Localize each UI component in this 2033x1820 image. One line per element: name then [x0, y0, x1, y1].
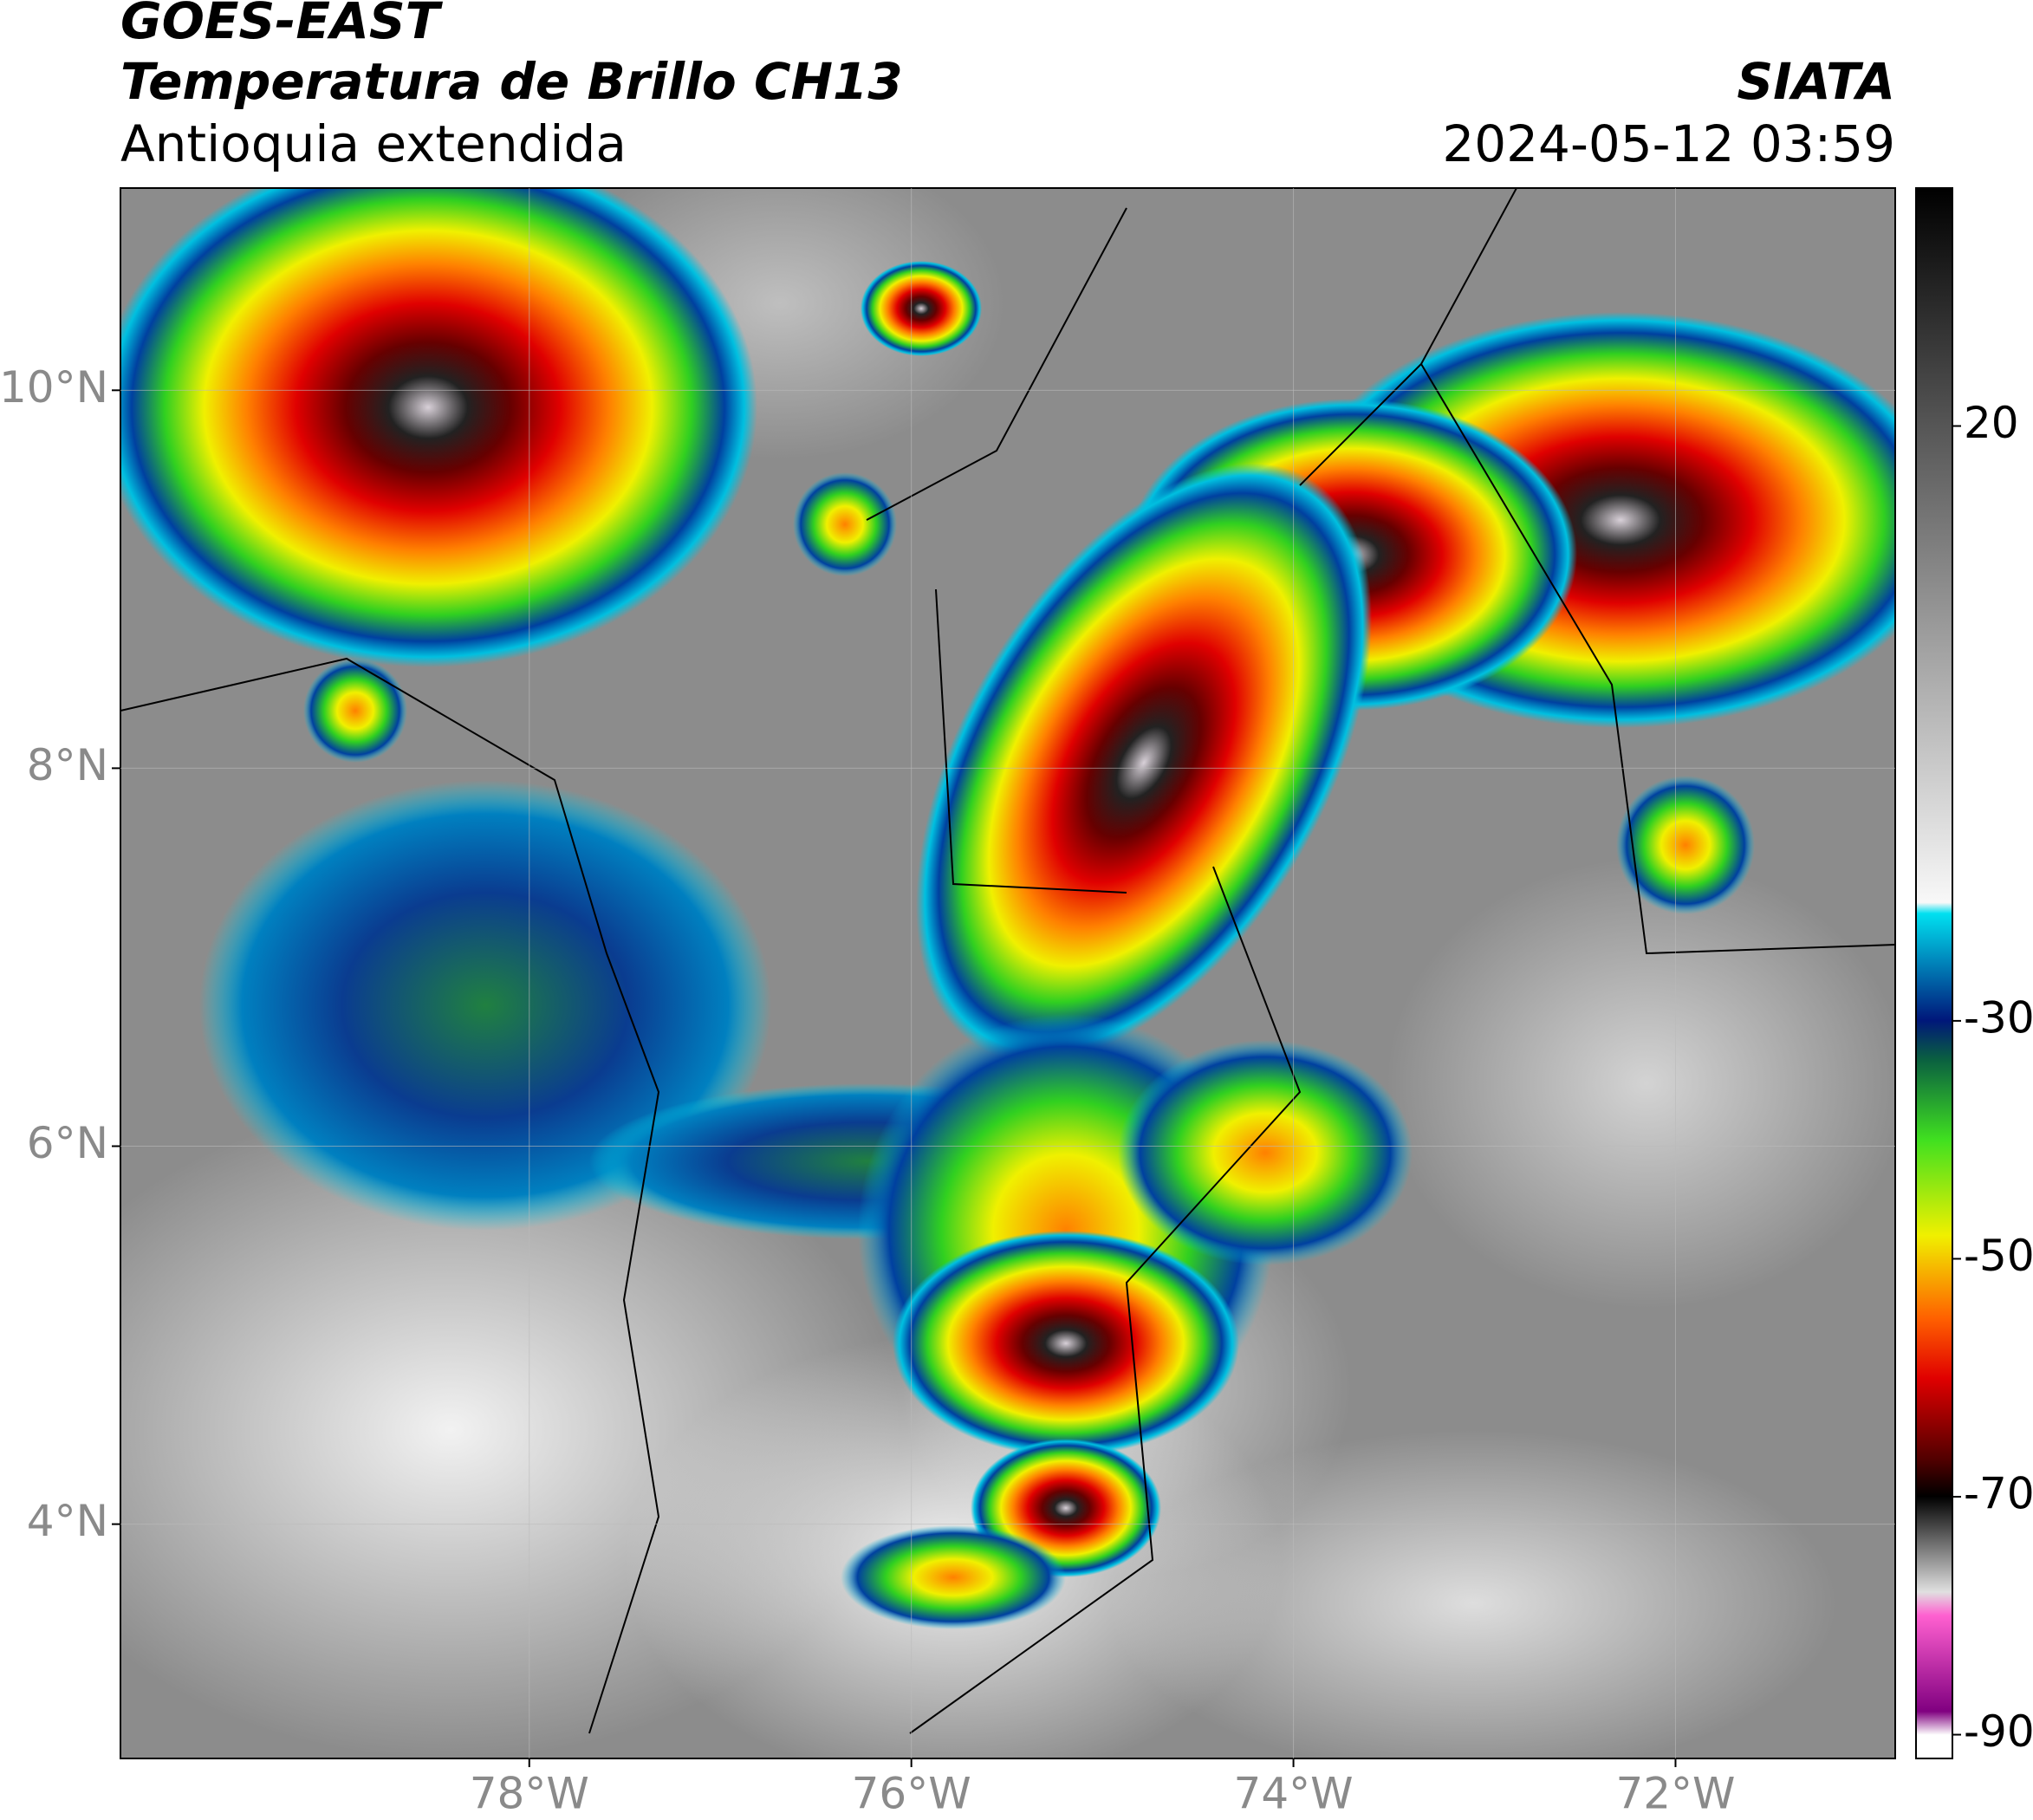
colorbar-label: 20: [1964, 398, 2019, 448]
title: GOES-EAST: [120, 0, 444, 50]
colorbar: [1915, 187, 1953, 1759]
y-tick-label: 4°N: [27, 1496, 108, 1546]
map-image: [120, 188, 1895, 1758]
colorbar-label: -50: [1964, 1231, 2033, 1281]
source: SIATA: [1737, 52, 1895, 111]
x-tick-label: 78°W: [470, 1769, 589, 1819]
region: Antioquia extendida: [120, 114, 627, 173]
y-tick-label: 8°N: [27, 740, 108, 790]
map-frame: [120, 187, 1896, 1759]
y-tick-label: 10°N: [0, 362, 108, 413]
colorbar-label: -90: [1964, 1706, 2033, 1757]
x-tick-label: 72°W: [1615, 1769, 1735, 1819]
x-tick-label: 74°W: [1234, 1769, 1354, 1819]
colorbar-label: -30: [1964, 992, 2033, 1043]
datetime: 2024-05-12 03:59: [1442, 114, 1895, 173]
colorbar-label: -70: [1964, 1469, 2033, 1519]
subtitle: Temperatura de Brillo CH13: [120, 52, 903, 111]
x-tick-label: 76°W: [852, 1769, 971, 1819]
y-tick-label: 6°N: [27, 1118, 108, 1168]
